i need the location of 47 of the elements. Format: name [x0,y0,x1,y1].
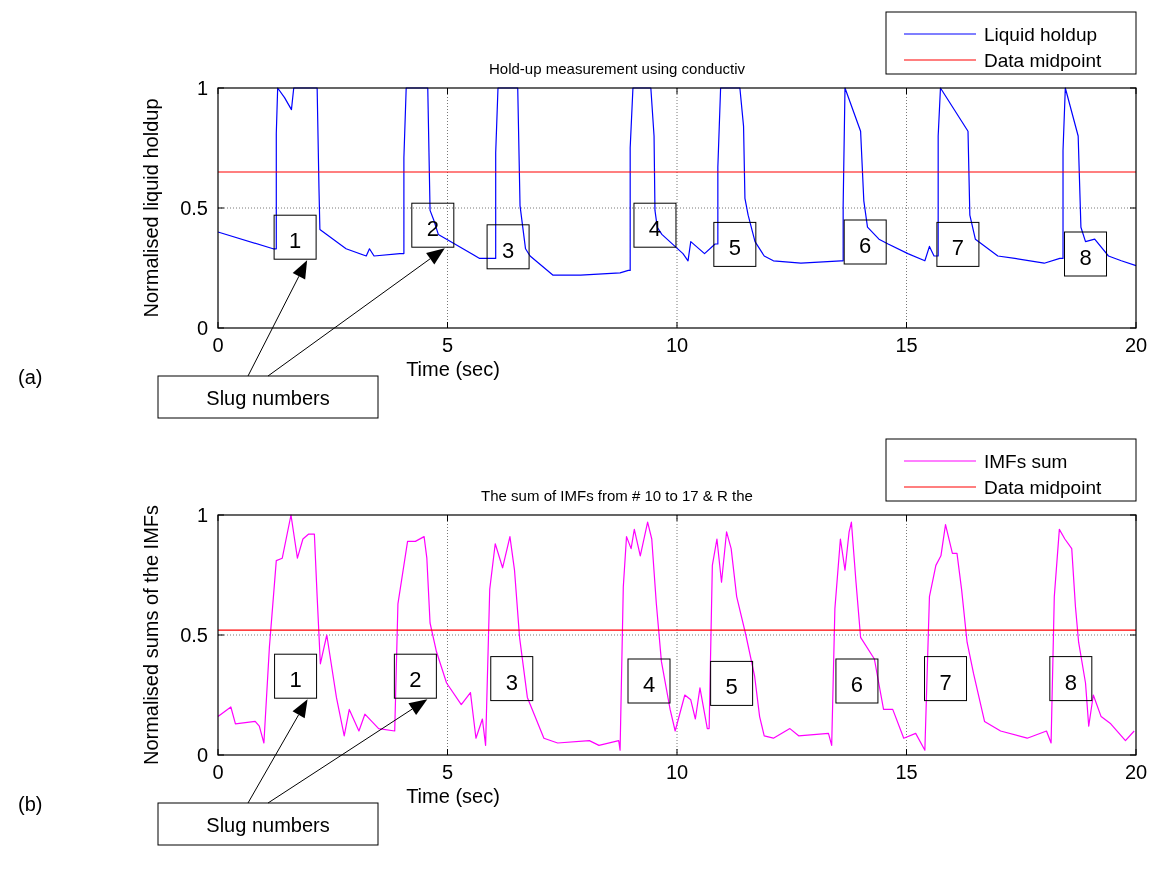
annotation: 3 [505,669,518,695]
text: Slug numbers [206,387,330,409]
text: (a) [18,366,43,388]
annotation: 8 [1079,245,1092,270]
y-axis-title: Normalised sums of the IMFs [140,504,162,766]
line-series [217,87,1137,276]
y-tick-label: 0.5 [180,624,208,646]
legend-label: Liquid holdup [984,24,1098,45]
y-tick-label: 0 [196,317,208,339]
annotation: 4 [642,672,656,697]
x-tick-label: 10 [665,761,689,783]
y-tick-label: 1 [196,77,208,99]
annotation: 8 [1064,669,1077,695]
y-tick-label: 1 [196,504,208,526]
x-axis-title: Time (sec) [406,785,500,807]
text: (b) [18,793,43,815]
chart-title: The sum of IMFs from # 10 to 17 & R the [481,487,753,504]
annotation: 3 [501,237,515,263]
annotation: 6 [850,672,864,697]
y-tick-label: 0.5 [180,197,208,219]
x-tick-label: 15 [895,334,918,356]
x-tick-label: 10 [665,334,689,356]
y-axis-title: Normalised liquid holdup [140,98,162,318]
x-tick-label: 0 [212,761,224,783]
x-tick-label: 5 [441,761,454,783]
annotation: 1 [289,667,302,693]
legend-label: IMFs sum [984,451,1068,472]
legend-label: Data midpoint [984,477,1102,498]
x-axis-title: Time (sec) [406,358,500,380]
annotation: 5 [725,674,738,700]
x-tick-label: 0 [212,334,224,356]
x-tick-label: 20 [1124,334,1148,356]
x-tick-label: 15 [895,761,918,783]
text: Slug numbers [206,814,330,836]
annotation: 7 [951,235,965,261]
y-tick-label: 0 [196,744,208,766]
annotation: 6 [859,233,872,258]
annotation: 2 [409,667,422,693]
chart-title: Hold-up measurement using conductiv [489,60,746,77]
x-tick-label: 20 [1124,761,1148,783]
annotation: 4 [648,216,662,242]
x-tick-label: 5 [441,334,454,356]
annotation: 1 [288,228,302,254]
annotation: 7 [939,669,952,695]
annotation: 5 [728,235,741,261]
line-series [217,514,1135,751]
legend-label: Data midpoint [984,50,1102,71]
